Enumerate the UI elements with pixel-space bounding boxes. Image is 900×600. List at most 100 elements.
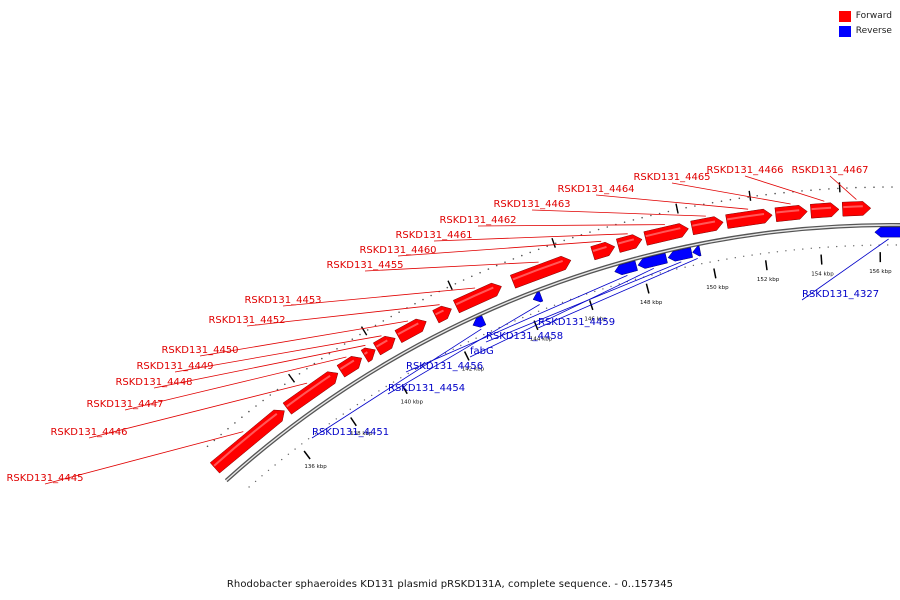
outer-dot bbox=[882, 186, 884, 188]
reverse-gene-rskd131-4456 bbox=[614, 260, 638, 276]
forward-rskd131-4463-label: RSKD131_4463 bbox=[493, 199, 570, 210]
outer-dot bbox=[262, 399, 264, 402]
forward-gene-rskd131-4462 bbox=[643, 223, 689, 246]
legend-forward: Forward bbox=[838, 9, 892, 24]
outer-dot bbox=[487, 268, 490, 270]
kbp-tick bbox=[303, 450, 311, 460]
forward-gene-rskd131-4453 bbox=[452, 282, 502, 314]
inner-dot bbox=[602, 288, 604, 290]
outer-dot bbox=[529, 251, 531, 254]
inner-dot bbox=[676, 268, 678, 270]
inner-dot bbox=[444, 352, 447, 354]
forward-gene-rskd131-4464-shine bbox=[727, 213, 765, 221]
outer-dot bbox=[398, 311, 400, 314]
kbp-tick bbox=[350, 417, 357, 427]
forward-gene-rskd131-4455 bbox=[509, 255, 572, 289]
kbp-label-142-kbp: 142 kbp bbox=[462, 367, 485, 373]
inner-dot bbox=[392, 381, 395, 383]
outer-dot bbox=[521, 254, 523, 257]
gene-labels: RSKD131_4445 RSKD131_4446 RSKD131_4447 RSKD… bbox=[6, 165, 889, 485]
outer-dot bbox=[765, 193, 767, 196]
forward-rskd131-4465-label: RSKD131_4465 bbox=[633, 172, 710, 183]
inner-dot bbox=[522, 316, 524, 319]
forward-rskd131-4462-leader bbox=[477, 224, 665, 227]
inner-dot bbox=[793, 249, 795, 251]
outer-dot bbox=[864, 186, 866, 189]
forward-rskd131-4452-leader bbox=[246, 304, 440, 327]
outer-dot bbox=[206, 445, 209, 448]
forward-gene-rskd131-4453-shine bbox=[455, 286, 494, 306]
forward-gene-rskd131-4446-shine bbox=[286, 374, 331, 408]
reverse-rskd131-4454-label: RSKD131_4454 bbox=[388, 383, 465, 394]
reverse-gene-rskd131-4451 bbox=[472, 315, 487, 328]
forward-rskd131-4460-label: RSKD131_4460 bbox=[359, 245, 436, 256]
inner-dot bbox=[281, 458, 283, 461]
outer-dot bbox=[512, 258, 515, 260]
outer-dot bbox=[589, 231, 591, 233]
forward-rskd131-4461-leader bbox=[433, 233, 628, 242]
outer-dot bbox=[213, 439, 216, 442]
forward-rskd131-4446-label: RSKD131_4446 bbox=[50, 427, 127, 438]
inner-dot bbox=[701, 263, 703, 265]
inner-dot bbox=[301, 443, 303, 445]
reverse-rskd131-4459-leader bbox=[537, 258, 698, 329]
kbp-label-152-kbp: 152 kbp bbox=[757, 277, 780, 283]
outer-dot bbox=[554, 242, 557, 245]
legend: Forward Reverse bbox=[838, 9, 892, 39]
inner-dot bbox=[321, 428, 324, 430]
outer-dot bbox=[891, 186, 893, 188]
forward-gene-rskd131-4452-shine bbox=[435, 309, 444, 316]
outer-dot bbox=[650, 214, 652, 217]
outer-dot bbox=[284, 383, 286, 386]
inner-dot bbox=[726, 258, 728, 260]
inner-dot bbox=[407, 372, 409, 375]
inner-dot bbox=[371, 394, 373, 397]
outer-tick bbox=[675, 203, 679, 214]
outer-dot bbox=[446, 286, 449, 289]
inner-dot bbox=[810, 247, 812, 249]
inner-dot bbox=[561, 301, 564, 304]
kbp-tick bbox=[401, 384, 408, 395]
outer-dot bbox=[414, 302, 416, 305]
outer-dot bbox=[783, 191, 785, 194]
forward-gene-rskd131-4447 bbox=[336, 356, 363, 378]
kbp-ticks: 136 kbp 138 kbp 140 kbp 142 kbp 144 kbp 146 k… bbox=[206, 182, 897, 488]
outer-dot bbox=[248, 410, 250, 413]
forward-gene-rskd131-4448 bbox=[360, 347, 376, 363]
outer-dot bbox=[873, 186, 875, 188]
forward-rskd131-4450-label: RSKD131_4450 bbox=[161, 345, 238, 356]
outer-dot bbox=[711, 201, 714, 204]
outer-dot bbox=[359, 333, 361, 336]
forward-rskd131-4445-leader bbox=[44, 431, 244, 485]
reverse-rskd131-4456-leader bbox=[405, 275, 628, 373]
inner-dot bbox=[400, 377, 402, 379]
outer-dot bbox=[597, 228, 600, 231]
forward-gene-rskd131-4445 bbox=[209, 409, 285, 474]
inner-dot bbox=[490, 330, 493, 332]
outer-dot bbox=[328, 352, 331, 355]
inner-dot bbox=[307, 438, 310, 440]
outer-dot bbox=[430, 294, 432, 297]
inner-dot bbox=[870, 244, 872, 246]
forward-gene-rskd131-4445-shine bbox=[213, 413, 278, 467]
forward-gene-rskd131-4447-shine bbox=[339, 359, 355, 370]
reverse-rskd131-4451-leader bbox=[311, 328, 482, 439]
outer-dot bbox=[422, 298, 424, 301]
inner-dot bbox=[363, 399, 366, 401]
inner-dot bbox=[460, 344, 462, 347]
reverse-rskd131-4456-label: RSKD131_4456 bbox=[406, 361, 483, 372]
kbp-label-154-kbp: 154 kbp bbox=[811, 272, 834, 278]
inner-dot bbox=[776, 251, 779, 253]
outer-dot bbox=[855, 186, 857, 189]
inner-dot bbox=[261, 475, 263, 477]
outer-dot bbox=[756, 195, 758, 197]
inner-dot bbox=[483, 333, 485, 336]
inner-dot bbox=[328, 423, 330, 425]
inner-dot bbox=[385, 385, 387, 388]
forward-rskd131-4448-leader bbox=[153, 344, 366, 389]
forward-rskd131-4448-label: RSKD131_4448 bbox=[115, 377, 192, 388]
outer-dot bbox=[390, 315, 393, 318]
outer-tick bbox=[748, 190, 752, 201]
inner-dot bbox=[274, 464, 276, 466]
